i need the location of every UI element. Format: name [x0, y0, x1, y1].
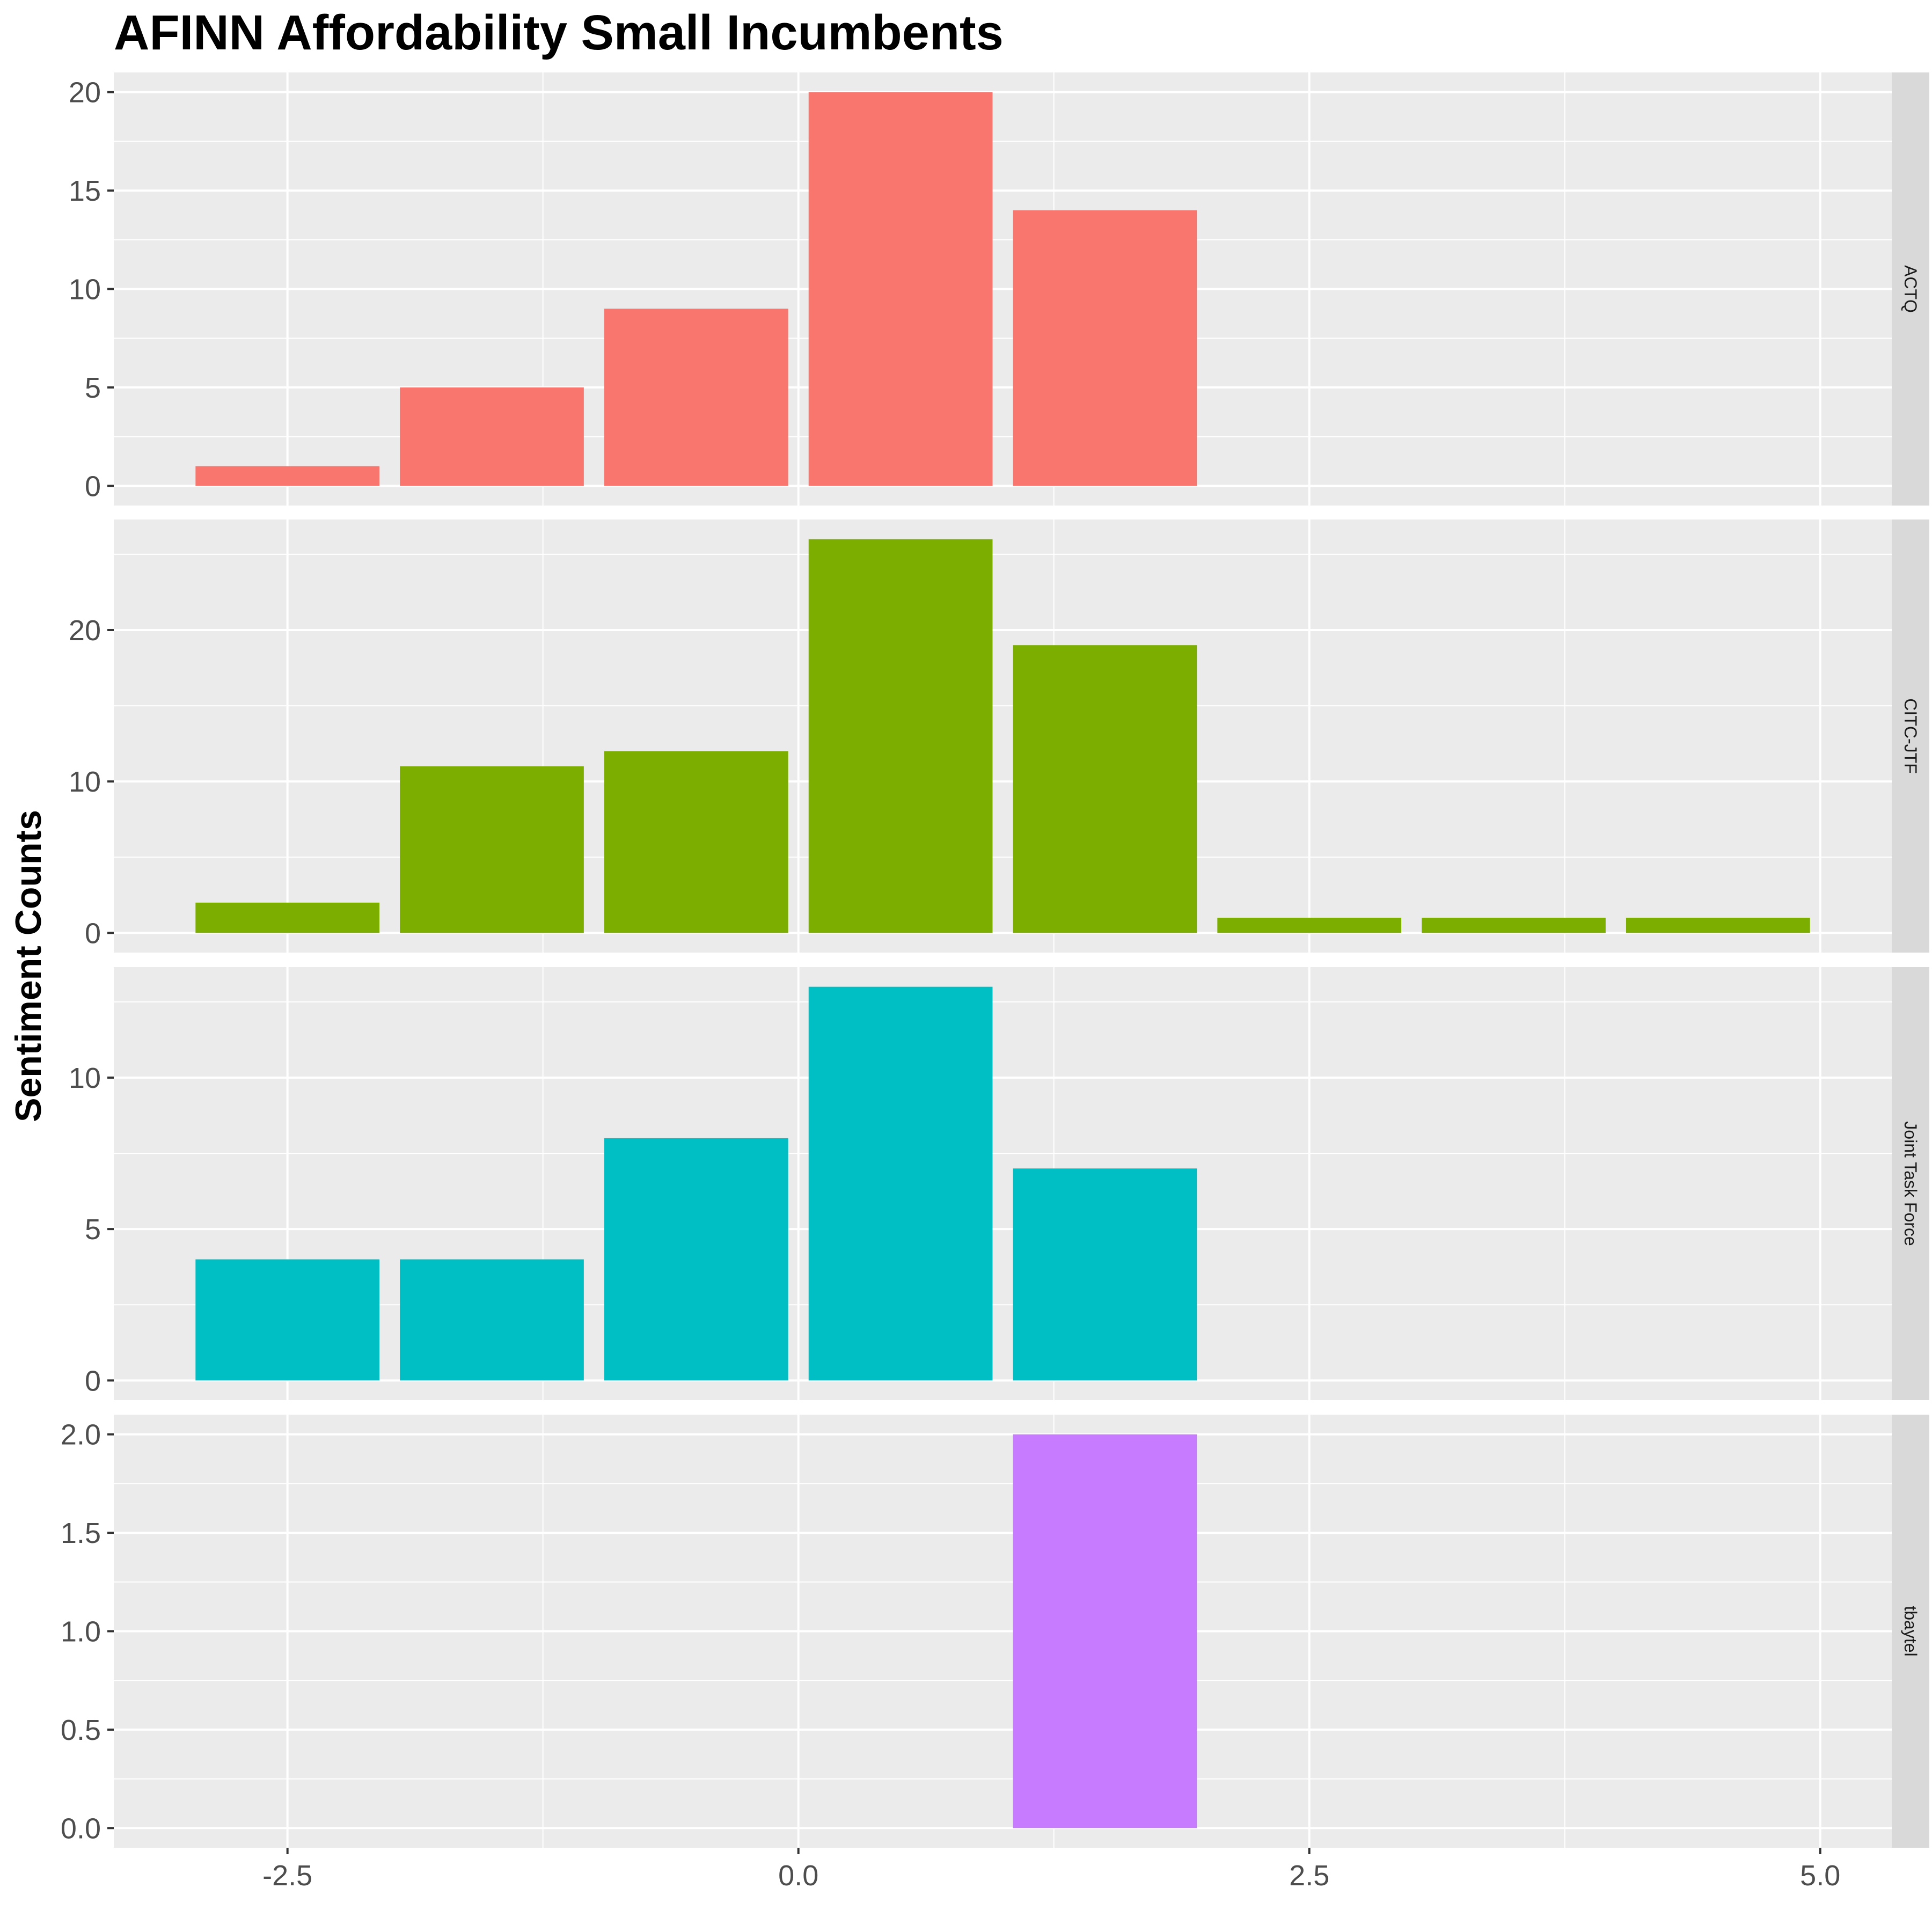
facet-panels: 0 5 10 15 20 ACTQ 0 10 20 CITC-JTF 0 5 10 Joint Task …: [61, 72, 1929, 1892]
y-tick-label: 15: [69, 175, 101, 207]
y-tick-label: 2.0: [61, 1419, 101, 1451]
y-tick-label: 5: [85, 1213, 101, 1246]
y-tick-label: 0: [85, 470, 101, 502]
bar: [400, 766, 584, 933]
bar: [808, 986, 993, 1381]
y-tick-label: 10: [69, 1062, 101, 1094]
y-tick-label: 5: [85, 372, 101, 404]
y-tick-label: 20: [69, 77, 101, 109]
facet-strip: [1892, 967, 1929, 1400]
bar: [1013, 1168, 1197, 1381]
bar: [604, 309, 788, 486]
panel-background: [114, 967, 1892, 1400]
y-tick-label: 0.5: [61, 1714, 101, 1746]
y-tick-label: 1.5: [61, 1517, 101, 1549]
facet-strip-label: CITC-JTF: [1901, 698, 1920, 773]
y-tick-label: 10: [69, 766, 101, 798]
y-tick-label: 0: [85, 917, 101, 949]
facet-strip-label: tbaytel: [1901, 1606, 1920, 1656]
panel-background: [114, 519, 1892, 953]
bar: [1422, 918, 1606, 933]
x-tick-label: 0.0: [778, 1860, 818, 1892]
y-tick-label: 10: [69, 274, 101, 306]
bar: [195, 902, 380, 933]
y-axis-label: Sentiment Counts: [8, 810, 49, 1122]
facet-strip: [1892, 519, 1929, 953]
y-tick-label: 20: [69, 614, 101, 647]
bar: [604, 751, 788, 933]
y-tick-label: 0.0: [61, 1812, 101, 1845]
bar: [1217, 918, 1402, 933]
facet-strip: [1892, 1415, 1929, 1848]
chart-title: AFINN Affordability Small Incumbents: [114, 5, 1004, 60]
bar: [195, 466, 380, 486]
bar: [1013, 645, 1197, 933]
x-tick-label: 2.5: [1289, 1860, 1329, 1892]
bar: [808, 539, 993, 933]
bar: [1626, 918, 1810, 933]
x-tick-label: -2.5: [262, 1860, 312, 1892]
bar: [1013, 210, 1197, 486]
facet-strip-label: Joint Task Force: [1901, 1121, 1920, 1246]
x-tick-label: 5.0: [1800, 1860, 1840, 1892]
bar: [604, 1138, 788, 1381]
y-tick-label: 0: [85, 1365, 101, 1397]
bar: [400, 387, 584, 486]
bar: [195, 1259, 380, 1381]
y-tick-label: 1.0: [61, 1616, 101, 1648]
facet-strip-label: ACTQ: [1901, 265, 1920, 313]
bar: [400, 1259, 584, 1381]
bar: [808, 92, 993, 486]
facet-strip: [1892, 72, 1929, 506]
bar: [1013, 1434, 1197, 1828]
